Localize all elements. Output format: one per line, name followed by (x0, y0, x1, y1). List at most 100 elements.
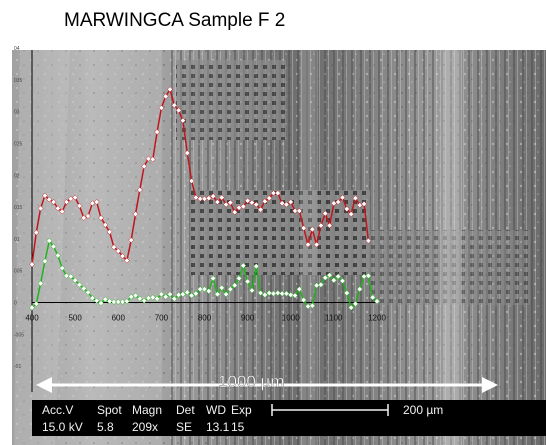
data-point (132, 292, 139, 299)
info-wd-value: 13.1 (206, 420, 230, 434)
data-point (188, 178, 195, 184)
data-point (50, 199, 57, 205)
data-point (102, 221, 109, 228)
data-point (158, 104, 165, 111)
x-tick-labels: 400 500 600 700 800 900 1000 1100 1200 (25, 314, 386, 323)
y-tick-label: 015 (14, 205, 23, 211)
data-point (102, 296, 109, 303)
data-point (244, 197, 251, 204)
data-point (119, 253, 126, 260)
y-tick-label: 025 (14, 141, 23, 147)
sem-info-bar: Acc.V Spot Magn Det WD Exp 15.0 kV 5.8 2… (32, 400, 546, 436)
data-point (330, 277, 337, 284)
data-point (162, 293, 169, 300)
series-layer (29, 86, 380, 311)
data-point (171, 295, 178, 302)
data-point (279, 200, 286, 207)
data-point (369, 294, 376, 301)
data-point (326, 222, 333, 229)
data-point (59, 265, 66, 272)
data-point (305, 241, 311, 248)
data-point (292, 207, 299, 214)
data-point (184, 150, 191, 156)
data-point (248, 287, 255, 294)
data-point (192, 194, 199, 201)
scale-bar (271, 404, 389, 416)
data-point (236, 204, 242, 211)
x-tick-label: 900 (241, 314, 255, 323)
data-point (197, 286, 204, 293)
info-exp-value: 15 (231, 420, 245, 434)
data-point (175, 107, 182, 114)
data-point (205, 288, 212, 295)
data-point (343, 290, 350, 296)
data-point (231, 282, 238, 289)
data-point (214, 199, 221, 205)
data-point (240, 203, 247, 210)
data-point (248, 199, 255, 206)
info-spot-header: Spot (97, 403, 122, 417)
data-point (352, 300, 359, 307)
data-point (261, 198, 268, 205)
data-point (300, 297, 307, 303)
profile-chart: 04 035 03 025 02 015 01 005 0 -005 -01 400 500 600 70… (14, 46, 386, 392)
data-point (313, 241, 320, 248)
data-point (41, 258, 48, 265)
data-point (253, 201, 260, 208)
series-2 (29, 237, 380, 311)
info-magn-header: Magn (132, 403, 162, 417)
data-point (283, 201, 290, 208)
y-tick-label: -005 (14, 332, 24, 338)
data-point (356, 286, 363, 293)
data-point (240, 262, 247, 269)
data-point (110, 298, 117, 305)
data-point (348, 304, 355, 311)
data-point (309, 226, 316, 233)
data-point (365, 272, 372, 279)
data-point (54, 205, 61, 212)
data-point (33, 300, 40, 307)
x-tick-label: 700 (155, 314, 169, 323)
info-acc-v-header: Acc.V (42, 403, 73, 417)
data-point (67, 273, 74, 280)
data-point (335, 199, 342, 205)
data-point (29, 261, 35, 268)
data-point (89, 295, 96, 302)
data-point (50, 243, 57, 250)
data-point (141, 297, 148, 304)
data-point (279, 290, 286, 297)
data-point (145, 155, 152, 162)
y-tick-label: 02 (14, 173, 20, 179)
data-point (205, 195, 212, 202)
x-tick-label: 1200 (368, 314, 386, 323)
info-exp-header: Exp (231, 403, 252, 417)
y-tick-label: -01 (14, 364, 21, 370)
data-point (167, 86, 173, 93)
data-point (98, 300, 104, 307)
info-det-header: Det (176, 403, 195, 417)
y-tick-label: 0 (14, 301, 17, 307)
data-point (93, 297, 100, 304)
data-point (322, 210, 329, 217)
data-point (210, 275, 217, 282)
y-tick-label: 04 (14, 46, 20, 52)
data-point (214, 291, 221, 298)
data-point (72, 277, 79, 284)
data-point (274, 290, 281, 296)
x-tick-label: 1000 (282, 314, 300, 323)
data-point (201, 286, 208, 293)
data-point (67, 195, 74, 202)
data-point (63, 199, 70, 205)
data-point (253, 263, 260, 270)
data-point (257, 206, 264, 213)
data-point (154, 295, 161, 302)
x-tick-label: 800 (198, 314, 212, 323)
data-point (29, 304, 35, 311)
data-point (179, 117, 186, 124)
data-point (115, 248, 122, 254)
data-point (154, 129, 161, 135)
data-point (98, 214, 104, 221)
data-point (37, 280, 44, 287)
y-tick-labels: 04 035 03 025 02 015 01 005 0 -005 -01 (14, 46, 24, 370)
data-point (93, 199, 100, 205)
